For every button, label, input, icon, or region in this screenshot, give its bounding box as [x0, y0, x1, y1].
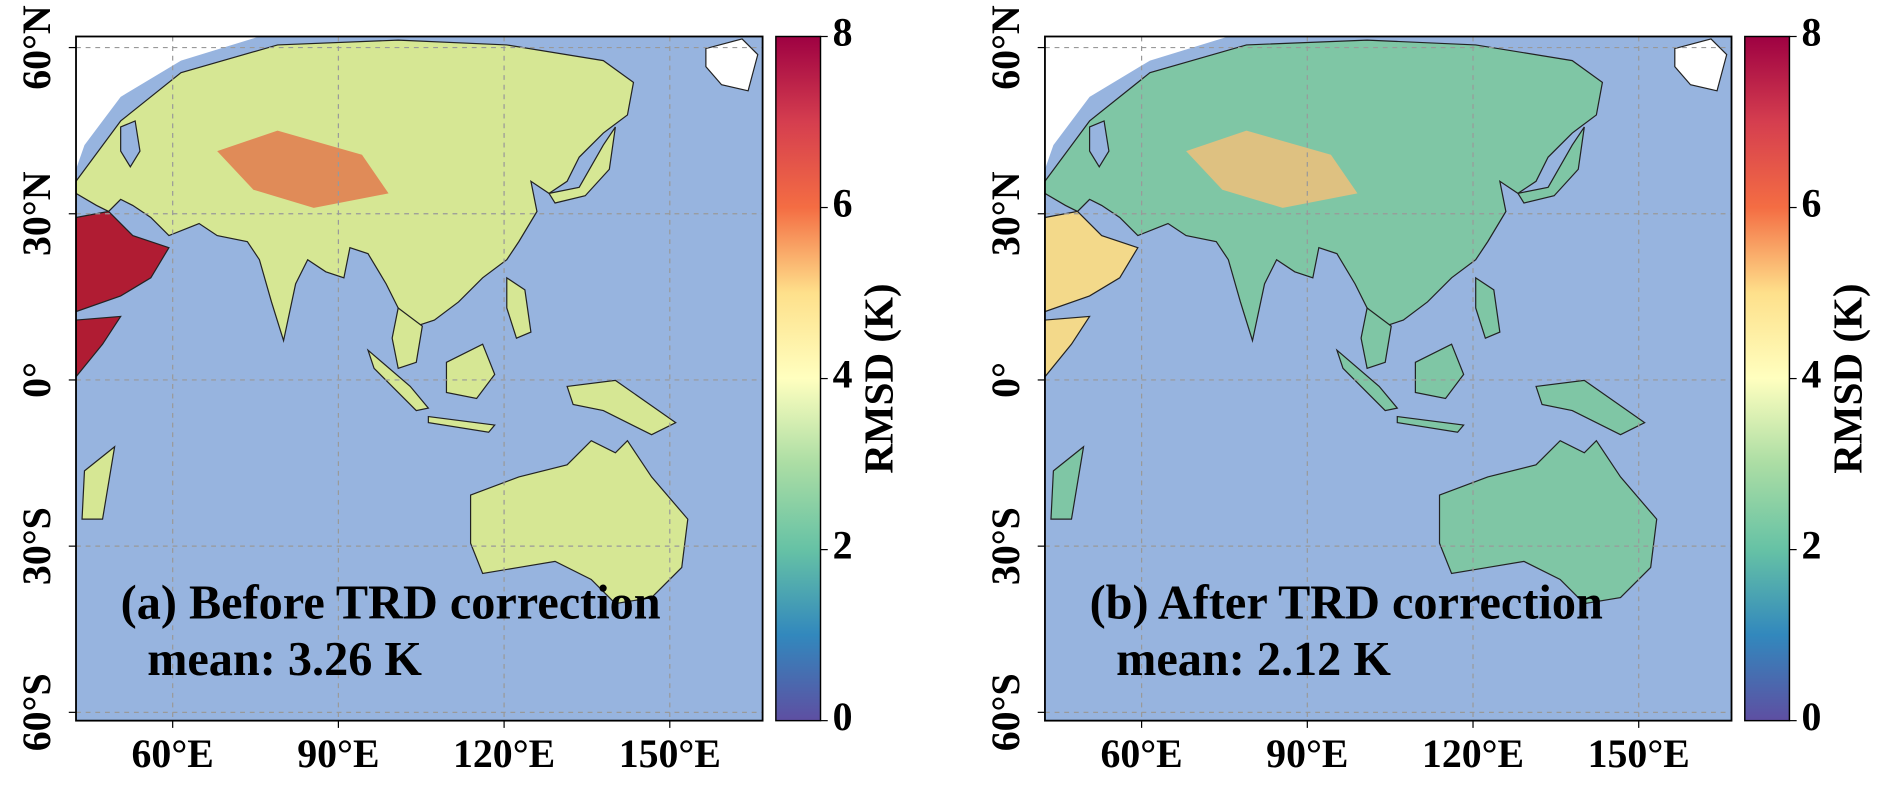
colorbar-tick-label: 0 — [1802, 695, 1822, 739]
lon-tick-label: 90°E — [1266, 732, 1348, 776]
lat-tick-label: 30°N — [984, 171, 1028, 256]
island — [1674, 38, 1728, 92]
lon-tick-label: 60°E — [132, 732, 214, 776]
panel-title: (b) After TRD correction — [1090, 576, 1603, 629]
land-borneo — [445, 343, 496, 400]
land-philippines — [1475, 276, 1501, 339]
lon-tick-label: 150°E — [1588, 732, 1690, 776]
highland — [217, 130, 389, 208]
panel-title: (a) Before TRD correction — [121, 576, 661, 629]
lat-tick-label: 0° — [984, 362, 1028, 398]
land-borneo — [1414, 343, 1465, 400]
lon-tick-label: 120°E — [453, 732, 555, 776]
mean-label: mean: 3.26 K — [147, 633, 422, 686]
land-guinea — [566, 379, 677, 436]
lon-tick-label: 150°E — [619, 732, 721, 776]
land-japan — [1516, 126, 1585, 204]
colorbar-tick-label: 6 — [833, 182, 853, 226]
land-java — [1396, 415, 1465, 433]
lat-tick-label: 30°S — [984, 507, 1028, 585]
lat-tick-label: 60°S — [984, 673, 1028, 751]
mean-label: mean: 2.12 K — [1116, 633, 1391, 686]
lat-tick-label: 30°S — [15, 507, 59, 585]
colorbar-tick-label: 0 — [833, 695, 853, 739]
caspian-sea — [120, 120, 141, 168]
land-indochina — [1360, 306, 1392, 370]
lat-tick-label: 60°N — [15, 5, 59, 90]
colorbar-tick-label: 4 — [833, 353, 853, 397]
land-guinea — [1535, 379, 1646, 436]
lat-tick-label: 60°S — [15, 673, 59, 751]
colorbar — [775, 35, 822, 722]
map-frame — [1044, 35, 1733, 722]
colorbar-tick-label: 2 — [833, 524, 853, 568]
lat-tick-label: 60°N — [984, 5, 1028, 90]
land-philippines — [506, 276, 532, 339]
lat-tick-label: 30°N — [15, 171, 59, 256]
land-arabia — [1044, 210, 1139, 313]
off-disc — [76, 36, 260, 170]
land-java — [427, 415, 496, 433]
land-indochina — [391, 306, 423, 370]
colorbar-tick-label: 6 — [1802, 182, 1822, 226]
lon-tick-label: 120°E — [1422, 732, 1524, 776]
off-disc — [1044, 36, 1229, 170]
lon-tick-label: 60°E — [1100, 732, 1182, 776]
highland — [1186, 130, 1358, 208]
colorbar-tick-label: 4 — [1802, 353, 1822, 397]
land-madagascar — [1050, 445, 1085, 520]
colorbar-label: RMSD (K) — [1825, 283, 1871, 473]
map-panel: 60°E 90°E 120°E 150°E 60°N 30°N 0° 30°S 60°S (a) … — [15, 5, 901, 776]
colorbar-label: RMSD (K) — [856, 283, 902, 473]
caspian-sea — [1088, 120, 1110, 168]
colorbar — [1744, 35, 1791, 722]
lat-tick-label: 0° — [15, 362, 59, 398]
map-panel: 60°E 90°E 120°E 150°E 60°N 30°N 0° 30°S 60°S (b) … — [984, 5, 1870, 776]
island — [705, 38, 759, 92]
map-frame — [75, 35, 764, 722]
land-australia — [469, 439, 689, 605]
land-arabia — [75, 210, 170, 313]
land-australia — [1438, 439, 1658, 605]
land-madagascar — [81, 445, 116, 520]
colorbar-tick-label: 8 — [833, 11, 853, 55]
lon-tick-label: 90°E — [297, 732, 379, 776]
colorbar-tick-label: 2 — [1802, 524, 1822, 568]
colorbar-tick-label: 8 — [1802, 11, 1822, 55]
land-japan — [548, 126, 616, 204]
